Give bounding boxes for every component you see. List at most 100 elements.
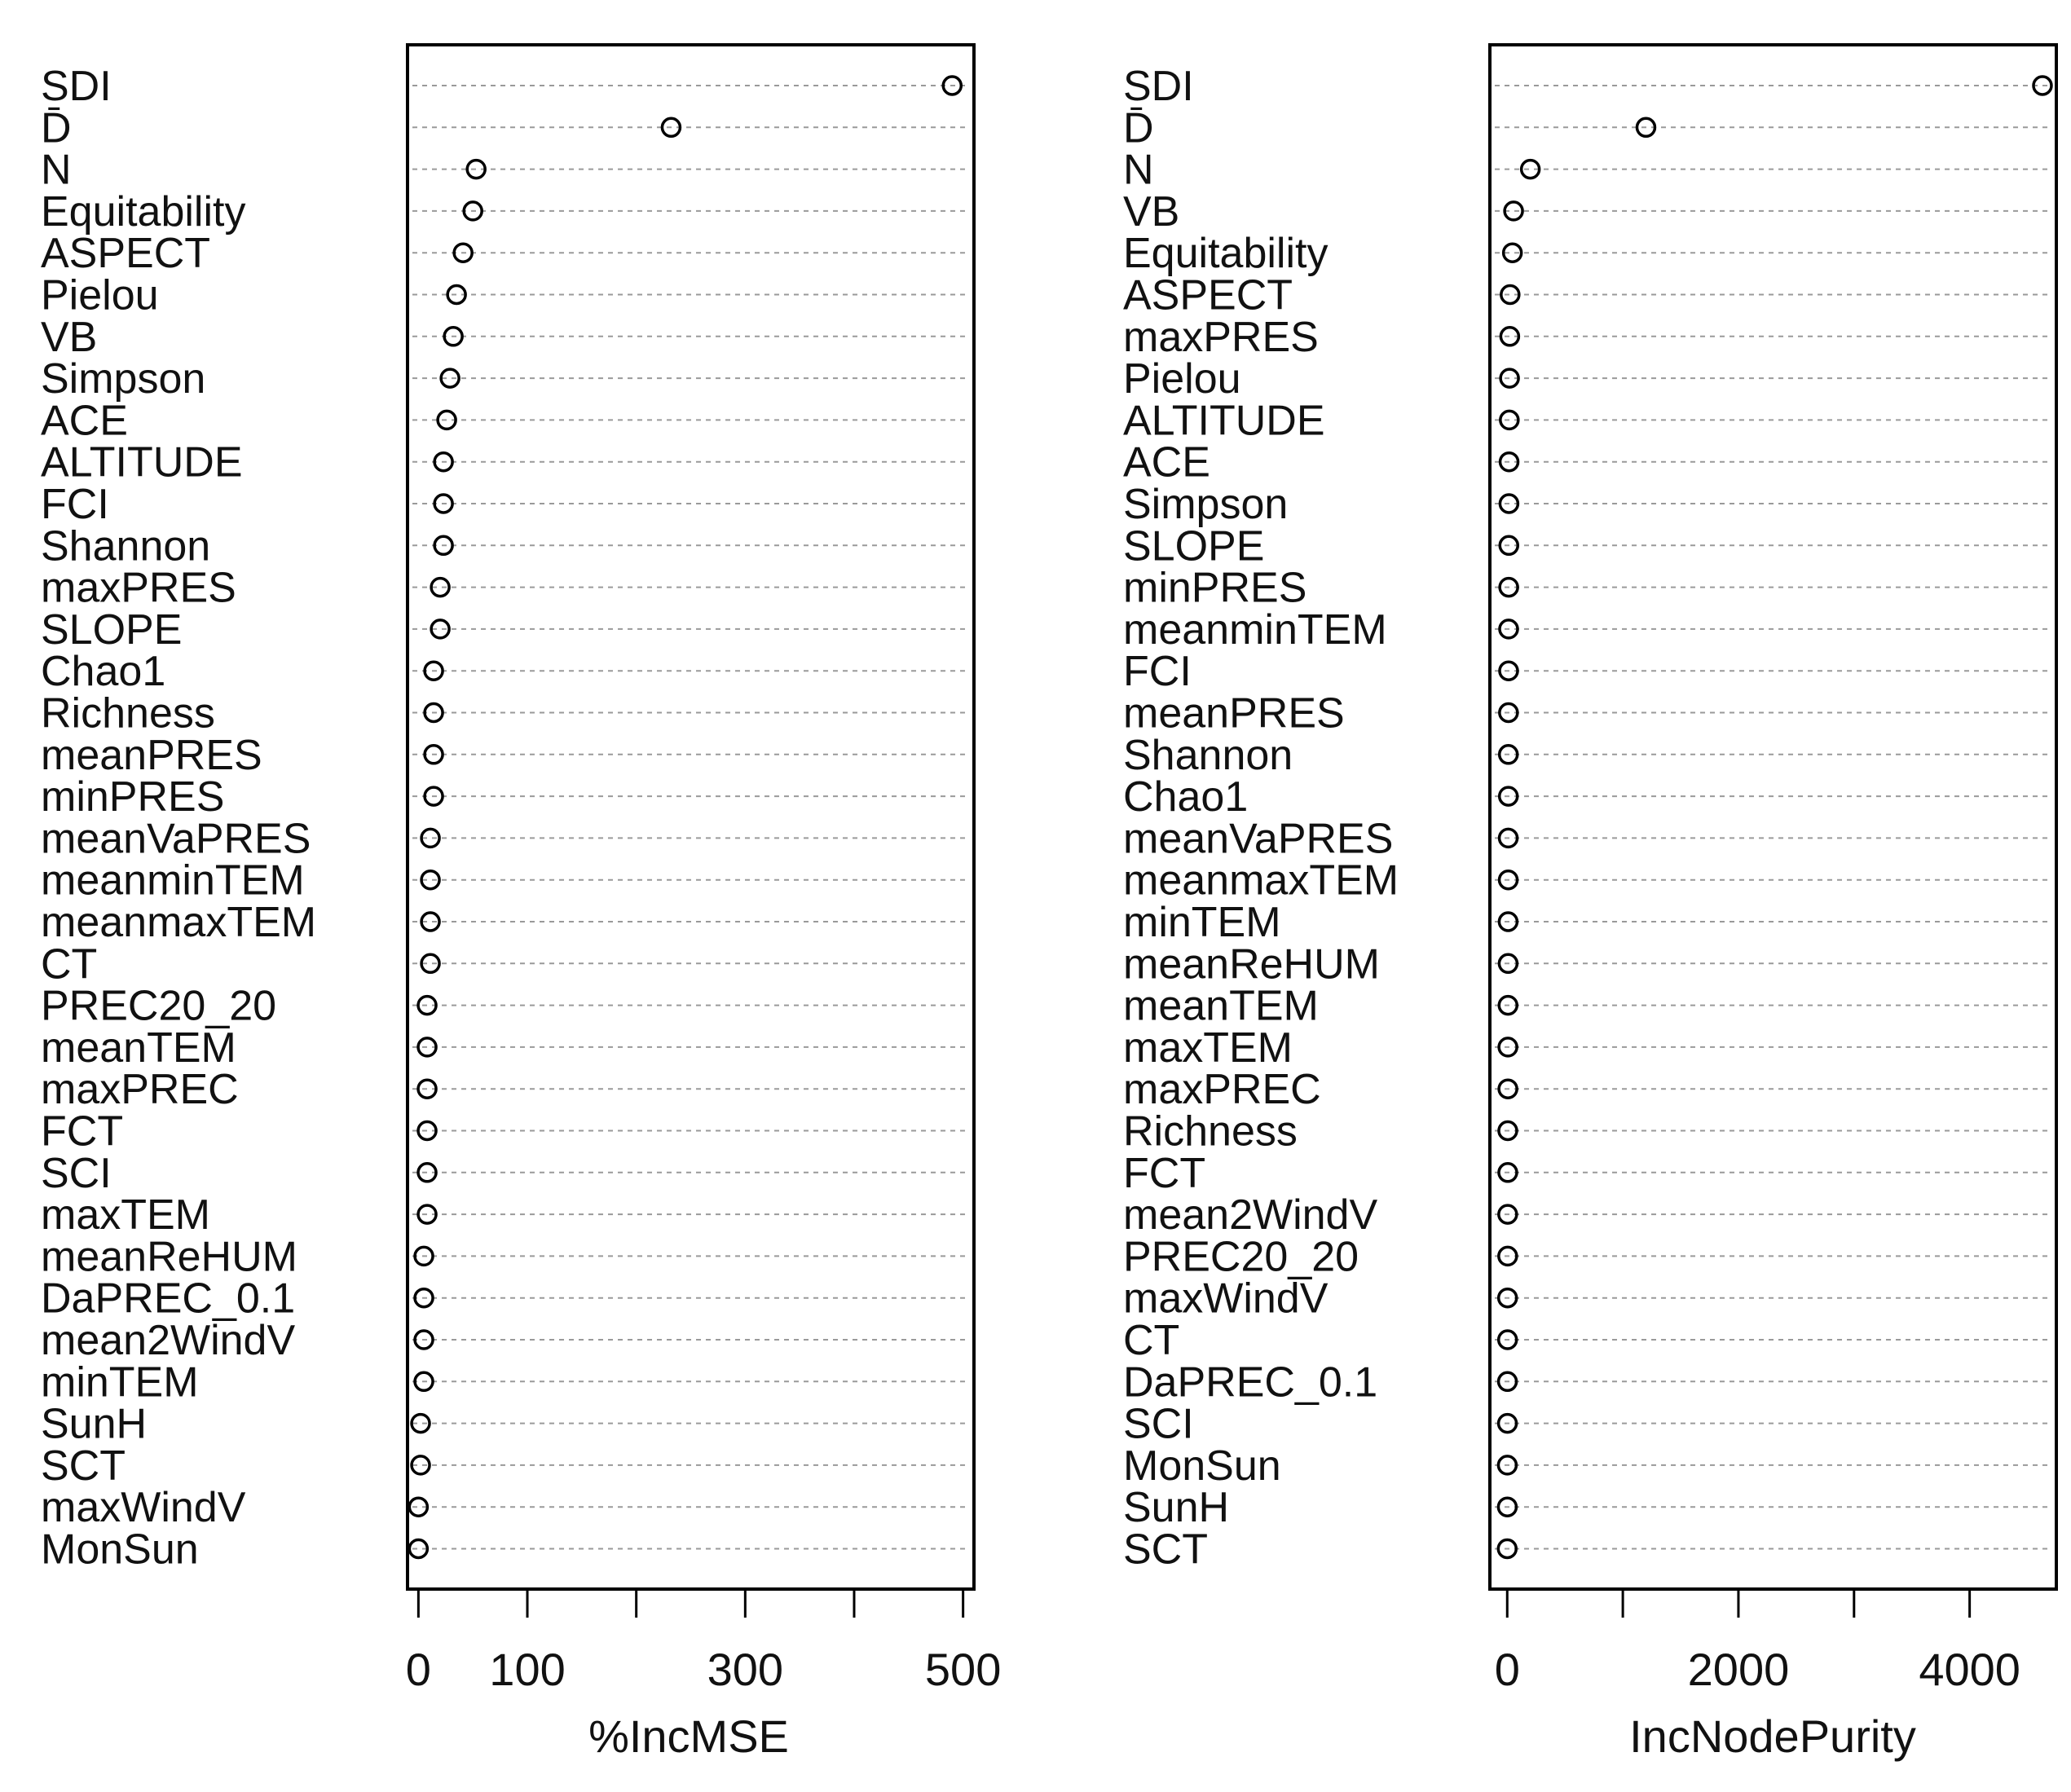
incmse-data-point [462, 200, 483, 222]
incmse-data-point [941, 75, 963, 96]
incmse-variable-label: CT [41, 940, 97, 988]
incmse-variable-label: meanReHUM [41, 1233, 297, 1280]
incmse-variable-label: meanPRES [41, 732, 262, 779]
incnodepurity-data-point [1497, 1037, 1518, 1058]
incnodepurity-variable-label: meanminTEM [1123, 606, 1387, 654]
incmse-variable-label: Shannon [41, 522, 210, 570]
incmse-data-point [465, 158, 487, 180]
incmse-data-point [416, 1162, 438, 1183]
incmse-variable-label: DaPREC_0.1 [41, 1275, 295, 1323]
incnodepurity-variable-label: ACE [1123, 439, 1210, 487]
incnodepurity-variable-label: FCI [1123, 648, 1192, 695]
incmse-data-point [430, 576, 451, 598]
incmse-variable-label: Pielou [41, 272, 159, 319]
incmse-variable-label: MonSun [41, 1526, 199, 1574]
incmse-variable-label: maxPRES [41, 565, 236, 612]
incmse-data-point [408, 1496, 430, 1517]
incnodepurity-variable-label: SCI [1123, 1401, 1194, 1448]
incnodepurity-data-point [1497, 911, 1519, 932]
incmse-data-point [413, 1329, 434, 1350]
incmse-points [408, 75, 963, 1560]
incnodepurity-variable-label: minPRES [1123, 565, 1306, 612]
incmse-axis-title: %IncMSE [588, 1711, 789, 1762]
incmse-data-point [420, 911, 441, 932]
incmse-data-point [436, 409, 457, 431]
incnodepurity-data-point [1496, 1371, 1518, 1393]
incmse-data-point [423, 786, 444, 807]
incmse-x-axis: 0 100 300 500 [406, 1587, 1001, 1695]
incnodepurity-variable-label: N [1123, 147, 1154, 194]
incmse-variable-label: Richness [41, 690, 215, 737]
incnodepurity-variable-label: meanTEM [1123, 983, 1319, 1030]
incmse-data-point [416, 1120, 438, 1142]
incnodepurity-data-point [1498, 576, 1519, 598]
incnodepurity-variable-label: ALTITUDE [1123, 397, 1325, 444]
incnodepurity-variable-label: Pielou [1123, 355, 1241, 403]
incnodepurity-variable-label: VB [1123, 188, 1179, 236]
incnodepurity-data-point [1496, 1455, 1518, 1476]
incnodepurity-variable-label: Simpson [1123, 481, 1288, 528]
incnodepurity-variable-label: MonSun [1123, 1442, 1281, 1490]
incnodepurity-data-point [1496, 1329, 1518, 1350]
incmse-data-point [430, 619, 451, 640]
incmse-variable-label: SunH [41, 1401, 147, 1448]
incmse-data-point [416, 1204, 438, 1225]
incmse-variable-label: FCT [41, 1108, 123, 1156]
incmse-data-point [433, 535, 454, 557]
incmse-data-point [420, 953, 441, 975]
incnodepurity-data-point [1519, 158, 1541, 180]
incnodepurity-data-point [1498, 619, 1519, 640]
incmse-variable-label: meanmaxTEM [41, 899, 316, 946]
incnodepurity-variable-label: meanVaPRES [1123, 815, 1393, 862]
incmse-variable-label: VB [41, 314, 97, 361]
incnodepurity-variable-label: maxWindV [1123, 1275, 1329, 1323]
incnodepurity-variable-label: SLOPE [1123, 522, 1264, 570]
incnodepurity-axis-title: IncNodePurity [1629, 1711, 1916, 1762]
incmse-dotchart-panel: SDID̄NEquitabilityASPECTPielouVBSimpsonA… [41, 43, 1001, 1762]
incnodepurity-variable-label: SunH [1123, 1484, 1229, 1531]
incnodepurity-data-point [1497, 827, 1519, 849]
incmse-variable-label: ACE [41, 397, 128, 444]
incmse-variable-label: Equitability [41, 188, 245, 236]
incnodepurity-variable-label: CT [1123, 1317, 1179, 1364]
incmse-variable-label: meanTEM [41, 1024, 236, 1072]
incmse-data-point [423, 702, 444, 724]
incmse-variable-label: meanVaPRES [41, 815, 311, 862]
incmse-data-point [439, 368, 460, 389]
incmse-tick-label: 300 [707, 1644, 783, 1695]
incnodepurity-variable-label: Equitability [1123, 230, 1328, 277]
incmse-variable-label: minTEM [41, 1358, 199, 1406]
incnodepurity-data-point [1498, 535, 1520, 557]
incmse-data-point [423, 660, 444, 681]
incnodepurity-guide-lines [1495, 85, 2051, 1550]
incnodepurity-data-point [1497, 1078, 1518, 1099]
incmse-variable-label: D̄ [41, 104, 72, 152]
incnodepurity-variable-label: PREC20_20 [1123, 1233, 1359, 1280]
incnodepurity-variable-label: maxPREC [1123, 1066, 1321, 1113]
incnodepurity-data-point [1499, 326, 1521, 347]
incmse-variable-label: meanminTEM [41, 857, 305, 905]
incnodepurity-tick-label: 0 [1495, 1644, 1520, 1695]
incmse-data-point [446, 284, 467, 306]
incnodepurity-data-point [1497, 869, 1519, 891]
incmse-data-point [433, 493, 454, 514]
incmse-variable-label: SCI [41, 1150, 112, 1197]
incmse-variable-label: PREC20_20 [41, 983, 276, 1030]
incnodepurity-data-point [2032, 75, 2053, 96]
incnodepurity-x-axis: 0 2000 4000 [1495, 1587, 2020, 1695]
incnodepurity-data-point [1497, 994, 1519, 1016]
incmse-data-point [416, 1078, 438, 1099]
incnodepurity-data-point [1500, 284, 1521, 306]
incnodepurity-points [1496, 75, 2053, 1560]
incnodepurity-variable-label: Richness [1123, 1108, 1298, 1156]
incnodepurity-variable-label: meanPRES [1123, 690, 1345, 737]
incmse-variable-label: mean2WindV [41, 1317, 295, 1364]
incnodepurity-variable-label: SDI [1123, 63, 1194, 110]
incnodepurity-data-point [1498, 451, 1520, 473]
incnodepurity-data-point [1501, 242, 1523, 263]
incnodepurity-tick-label: 4000 [1919, 1644, 2020, 1695]
incmse-data-point [433, 451, 454, 473]
incmse-data-point [408, 1538, 430, 1560]
